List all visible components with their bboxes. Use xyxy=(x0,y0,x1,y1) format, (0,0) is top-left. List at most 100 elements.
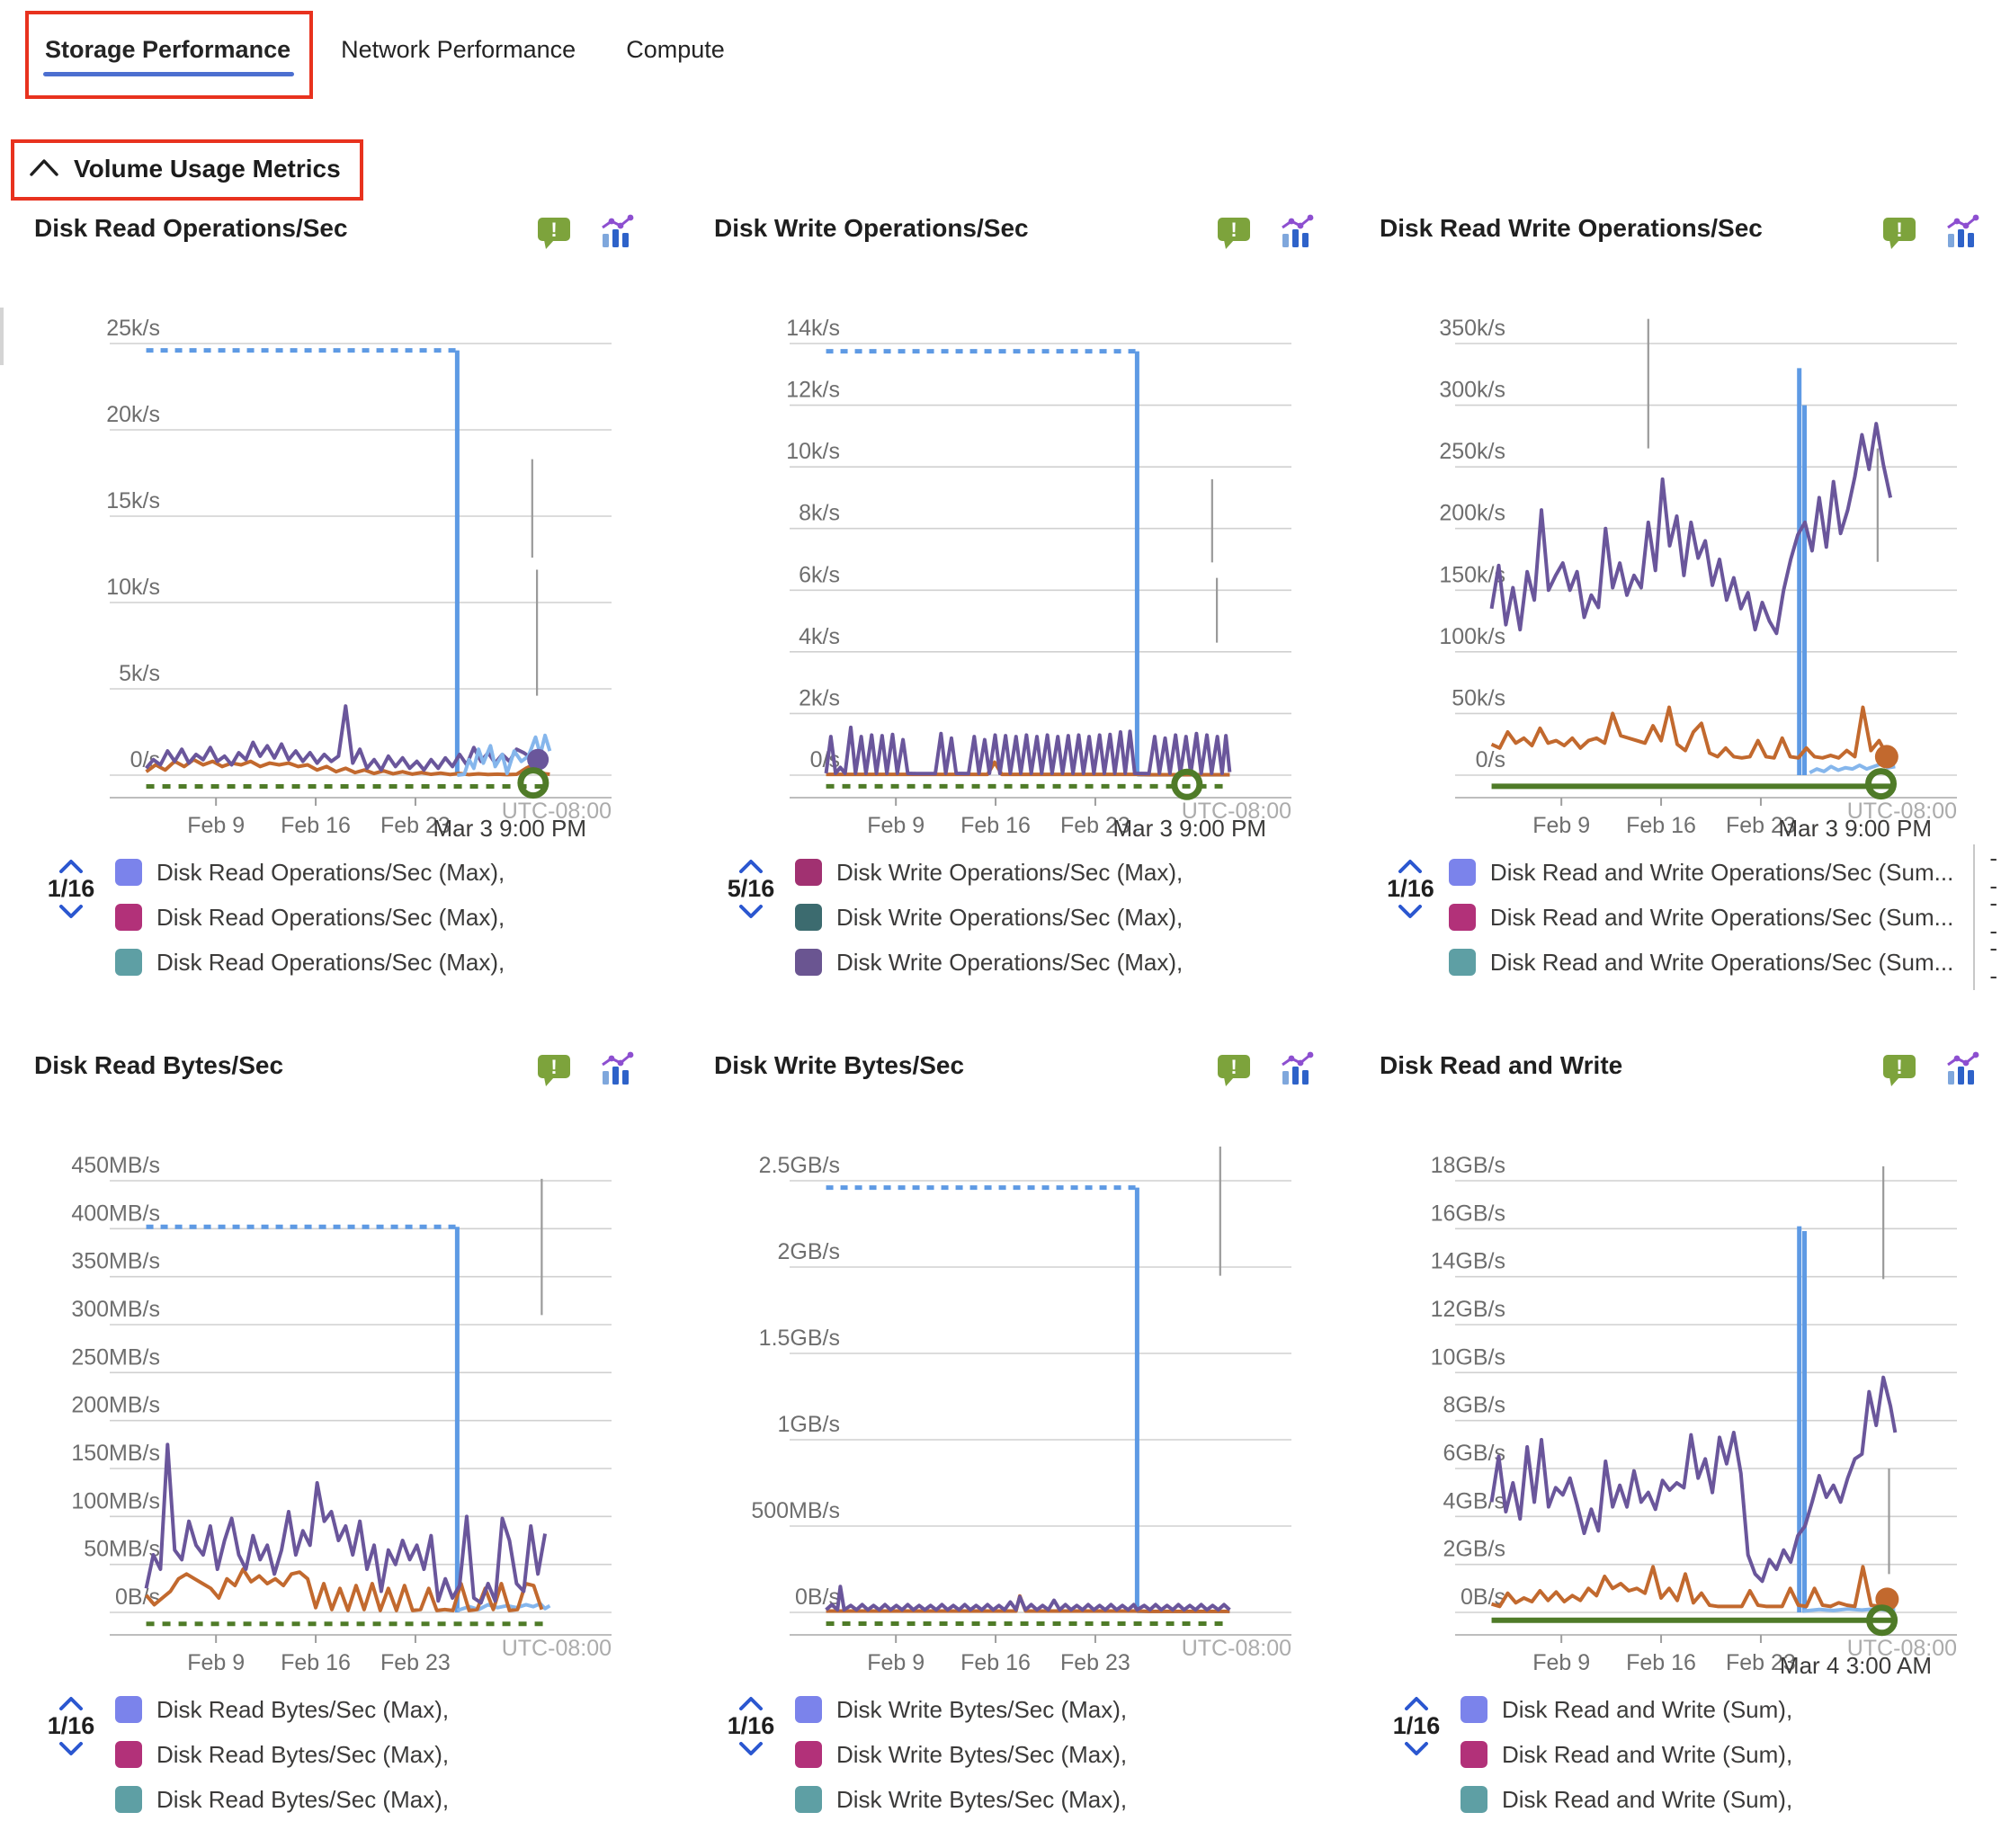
svg-text:2GB/s: 2GB/s xyxy=(778,1239,840,1264)
svg-text:Feb 9: Feb 9 xyxy=(187,1650,245,1675)
legend-page-indicator: 1/16 xyxy=(1387,875,1434,902)
series-swatch xyxy=(795,1741,822,1768)
svg-text:400MB/s: 400MB/s xyxy=(71,1201,160,1226)
legend-item[interactable]: Disk Write Bytes/Sec (Max), xyxy=(795,1784,1127,1815)
metrics-chart-icon[interactable] xyxy=(598,214,636,252)
legend-item[interactable]: Disk Write Operations/Sec (Max), xyxy=(795,857,1183,888)
chart-canvas[interactable]: 350k/s300k/s250k/s200k/s150k/s100k/s50k/… xyxy=(1372,290,1997,852)
svg-text:UTC-08:00: UTC-08:00 xyxy=(1182,799,1291,824)
chart-title: Disk Write Bytes/Sec xyxy=(714,1051,965,1079)
feedback-icon[interactable]: ! xyxy=(535,214,573,252)
series-swatch xyxy=(1448,904,1476,931)
svg-text:Mar 4 3:00 AM: Mar 4 3:00 AM xyxy=(1780,1652,1932,1679)
section-volume-usage-metrics[interactable]: Volume Usage Metrics xyxy=(29,155,341,183)
chevron-down-icon[interactable] xyxy=(58,905,84,919)
legend-item[interactable]: Disk Read Bytes/Sec (Max), xyxy=(115,1739,449,1770)
feedback-icon[interactable]: ! xyxy=(1215,214,1253,252)
series-swatch xyxy=(795,1786,822,1813)
chart-card-disk-write-bytes: Disk Write Bytes/Sec ! 2.5GB/s 2GB/s 1.5GB… xyxy=(707,1046,1332,1815)
feedback-icon[interactable]: ! xyxy=(1215,1051,1253,1089)
svg-text:10k/s: 10k/s xyxy=(786,439,840,464)
svg-text:2GB/s: 2GB/s xyxy=(1443,1537,1505,1562)
tab-label: Storage Performance xyxy=(45,36,291,63)
chevron-up-icon[interactable] xyxy=(58,859,84,873)
svg-text:Feb 9: Feb 9 xyxy=(187,813,245,838)
legend-item[interactable]: Disk Read and Write (Sum), xyxy=(1461,1739,1792,1770)
legend-item[interactable]: Disk Write Operations/Sec (Max), xyxy=(795,902,1183,933)
legend-item[interactable]: Disk Read and Write Operations/Sec (Sum.… xyxy=(1448,934,1997,990)
legend-item[interactable]: Disk Read and Write Operations/Sec (Sum.… xyxy=(1448,889,1997,945)
chevron-down-icon[interactable] xyxy=(738,1742,764,1756)
svg-text:50MB/s: 50MB/s xyxy=(84,1537,160,1562)
legend-pager: 1/16 xyxy=(27,1691,115,1815)
svg-text:Feb 23: Feb 23 xyxy=(1060,813,1130,838)
svg-text:Mar 3 9:00 PM: Mar 3 9:00 PM xyxy=(433,815,586,842)
svg-text:Mar 3 9:00 PM: Mar 3 9:00 PM xyxy=(1112,815,1266,842)
svg-text:1GB/s: 1GB/s xyxy=(778,1412,840,1437)
svg-text:350k/s: 350k/s xyxy=(1439,316,1505,341)
metrics-chart-icon[interactable] xyxy=(1278,214,1316,252)
series-swatch xyxy=(115,1696,142,1723)
legend-item[interactable]: Disk Write Bytes/Sec (Max), xyxy=(795,1739,1127,1770)
svg-text:14GB/s: 14GB/s xyxy=(1431,1249,1505,1274)
legend-pager: 1/16 xyxy=(707,1691,795,1815)
metrics-chart-icon[interactable] xyxy=(1943,214,1981,252)
chevron-down-icon[interactable] xyxy=(738,905,764,919)
legend-page-ind icator: 1/16 xyxy=(727,1712,775,1739)
svg-text:16GB/s: 16GB/s xyxy=(1431,1201,1505,1226)
chevron-up-icon[interactable] xyxy=(738,1696,764,1710)
metrics-chart-icon[interactable] xyxy=(1278,1051,1316,1089)
legend-item[interactable]: Disk Read and Write Operations/Sec (Sum.… xyxy=(1448,844,1997,900)
chart-card-disk-read-ops: Disk Read Operations/Sec ! 25k/s 20k/s 15k… xyxy=(27,209,652,978)
chevron-up-icon[interactable] xyxy=(58,1696,84,1710)
legend-item[interactable]: Disk Read Bytes/Sec (Max), xyxy=(115,1694,449,1725)
legend-item[interactable]: Disk Read Operations/Sec (Max), xyxy=(115,902,505,933)
svg-text:!: ! xyxy=(1896,219,1902,241)
svg-text:1.5GB/s: 1.5GB/s xyxy=(759,1326,840,1351)
chart-legend: 5/16 Disk Write Operations/Sec (Max), Di… xyxy=(707,853,1332,978)
svg-text:Feb 23: Feb 23 xyxy=(1726,813,1796,838)
chevron-up-icon[interactable] xyxy=(738,859,764,873)
chart-canvas[interactable]: 450MB/s 400MB/s 350MB/s 300MB/s 250MB/s 200MB… xyxy=(27,1127,652,1689)
legend-item[interactable]: Disk Write Bytes/Sec (Max), xyxy=(795,1694,1127,1725)
tab-network-performance[interactable]: Network Performance xyxy=(341,36,576,76)
svg-text:250k/s: 250k/s xyxy=(1439,439,1505,464)
svg-text:12k/s: 12k/s xyxy=(786,378,840,403)
feedback-icon[interactable]: ! xyxy=(1880,1051,1918,1089)
chart-card-disk-read-write-ops: Disk Read Write Operations/Sec ! 350k/s 3… xyxy=(1372,209,1997,990)
metrics-chart-icon[interactable] xyxy=(1943,1051,1981,1089)
chevron-down-icon[interactable] xyxy=(58,1742,84,1756)
metrics-chart-icon[interactable] xyxy=(598,1051,636,1089)
legend-item[interactable]: Disk Read Operations/Sec (Max), xyxy=(115,947,505,978)
chart-legend: 1/16 Disk Read Operations/Sec (Max), Dis… xyxy=(27,853,652,978)
svg-text:8k/s: 8k/s xyxy=(799,501,840,526)
chevron-down-icon[interactable] xyxy=(1404,1742,1429,1756)
feedback-icon[interactable]: ! xyxy=(1880,214,1918,252)
svg-text:10k/s: 10k/s xyxy=(106,575,160,600)
chart-title: Disk Read Operations/Sec xyxy=(34,214,348,242)
legend-item[interactable]: Disk Read Bytes/Sec (Max), xyxy=(115,1784,449,1815)
chevron-up-icon[interactable] xyxy=(1398,859,1423,873)
feedback-icon[interactable]: ! xyxy=(535,1051,573,1089)
svg-text:4GB/s: 4GB/s xyxy=(1443,1488,1505,1513)
legend-item[interactable]: Disk Read and Write (Sum), xyxy=(1461,1694,1792,1725)
svg-text:12GB/s: 12GB/s xyxy=(1431,1297,1505,1322)
series-swatch xyxy=(1461,1786,1487,1813)
svg-text:300k/s: 300k/s xyxy=(1439,378,1505,403)
chevron-down-icon[interactable] xyxy=(1398,905,1423,919)
svg-text:18GB/s: 18GB/s xyxy=(1431,1153,1505,1178)
tab-compute[interactable]: Compute xyxy=(626,36,725,76)
tab-storage-performance[interactable]: Storage Performance xyxy=(43,36,295,76)
annotation-box-storage-tab xyxy=(25,11,313,99)
chevron-up-icon xyxy=(29,157,59,182)
svg-text:Feb 23: Feb 23 xyxy=(380,813,451,838)
svg-text:Feb 9: Feb 9 xyxy=(867,1650,925,1675)
legend-item[interactable]: Disk Write Operations/Sec (Max), xyxy=(795,947,1183,978)
legend-item[interactable]: Disk Read and Write (Sum), xyxy=(1461,1784,1792,1815)
chart-canvas[interactable]: 18GB/s 16GB/s 14GB/s 12GB/s 10GB/s 8GB/s 6GB/s… xyxy=(1372,1127,1997,1689)
legend-item[interactable]: Disk Read Operations/Sec (Max), xyxy=(115,857,505,888)
chevron-up-icon[interactable] xyxy=(1404,1696,1429,1710)
